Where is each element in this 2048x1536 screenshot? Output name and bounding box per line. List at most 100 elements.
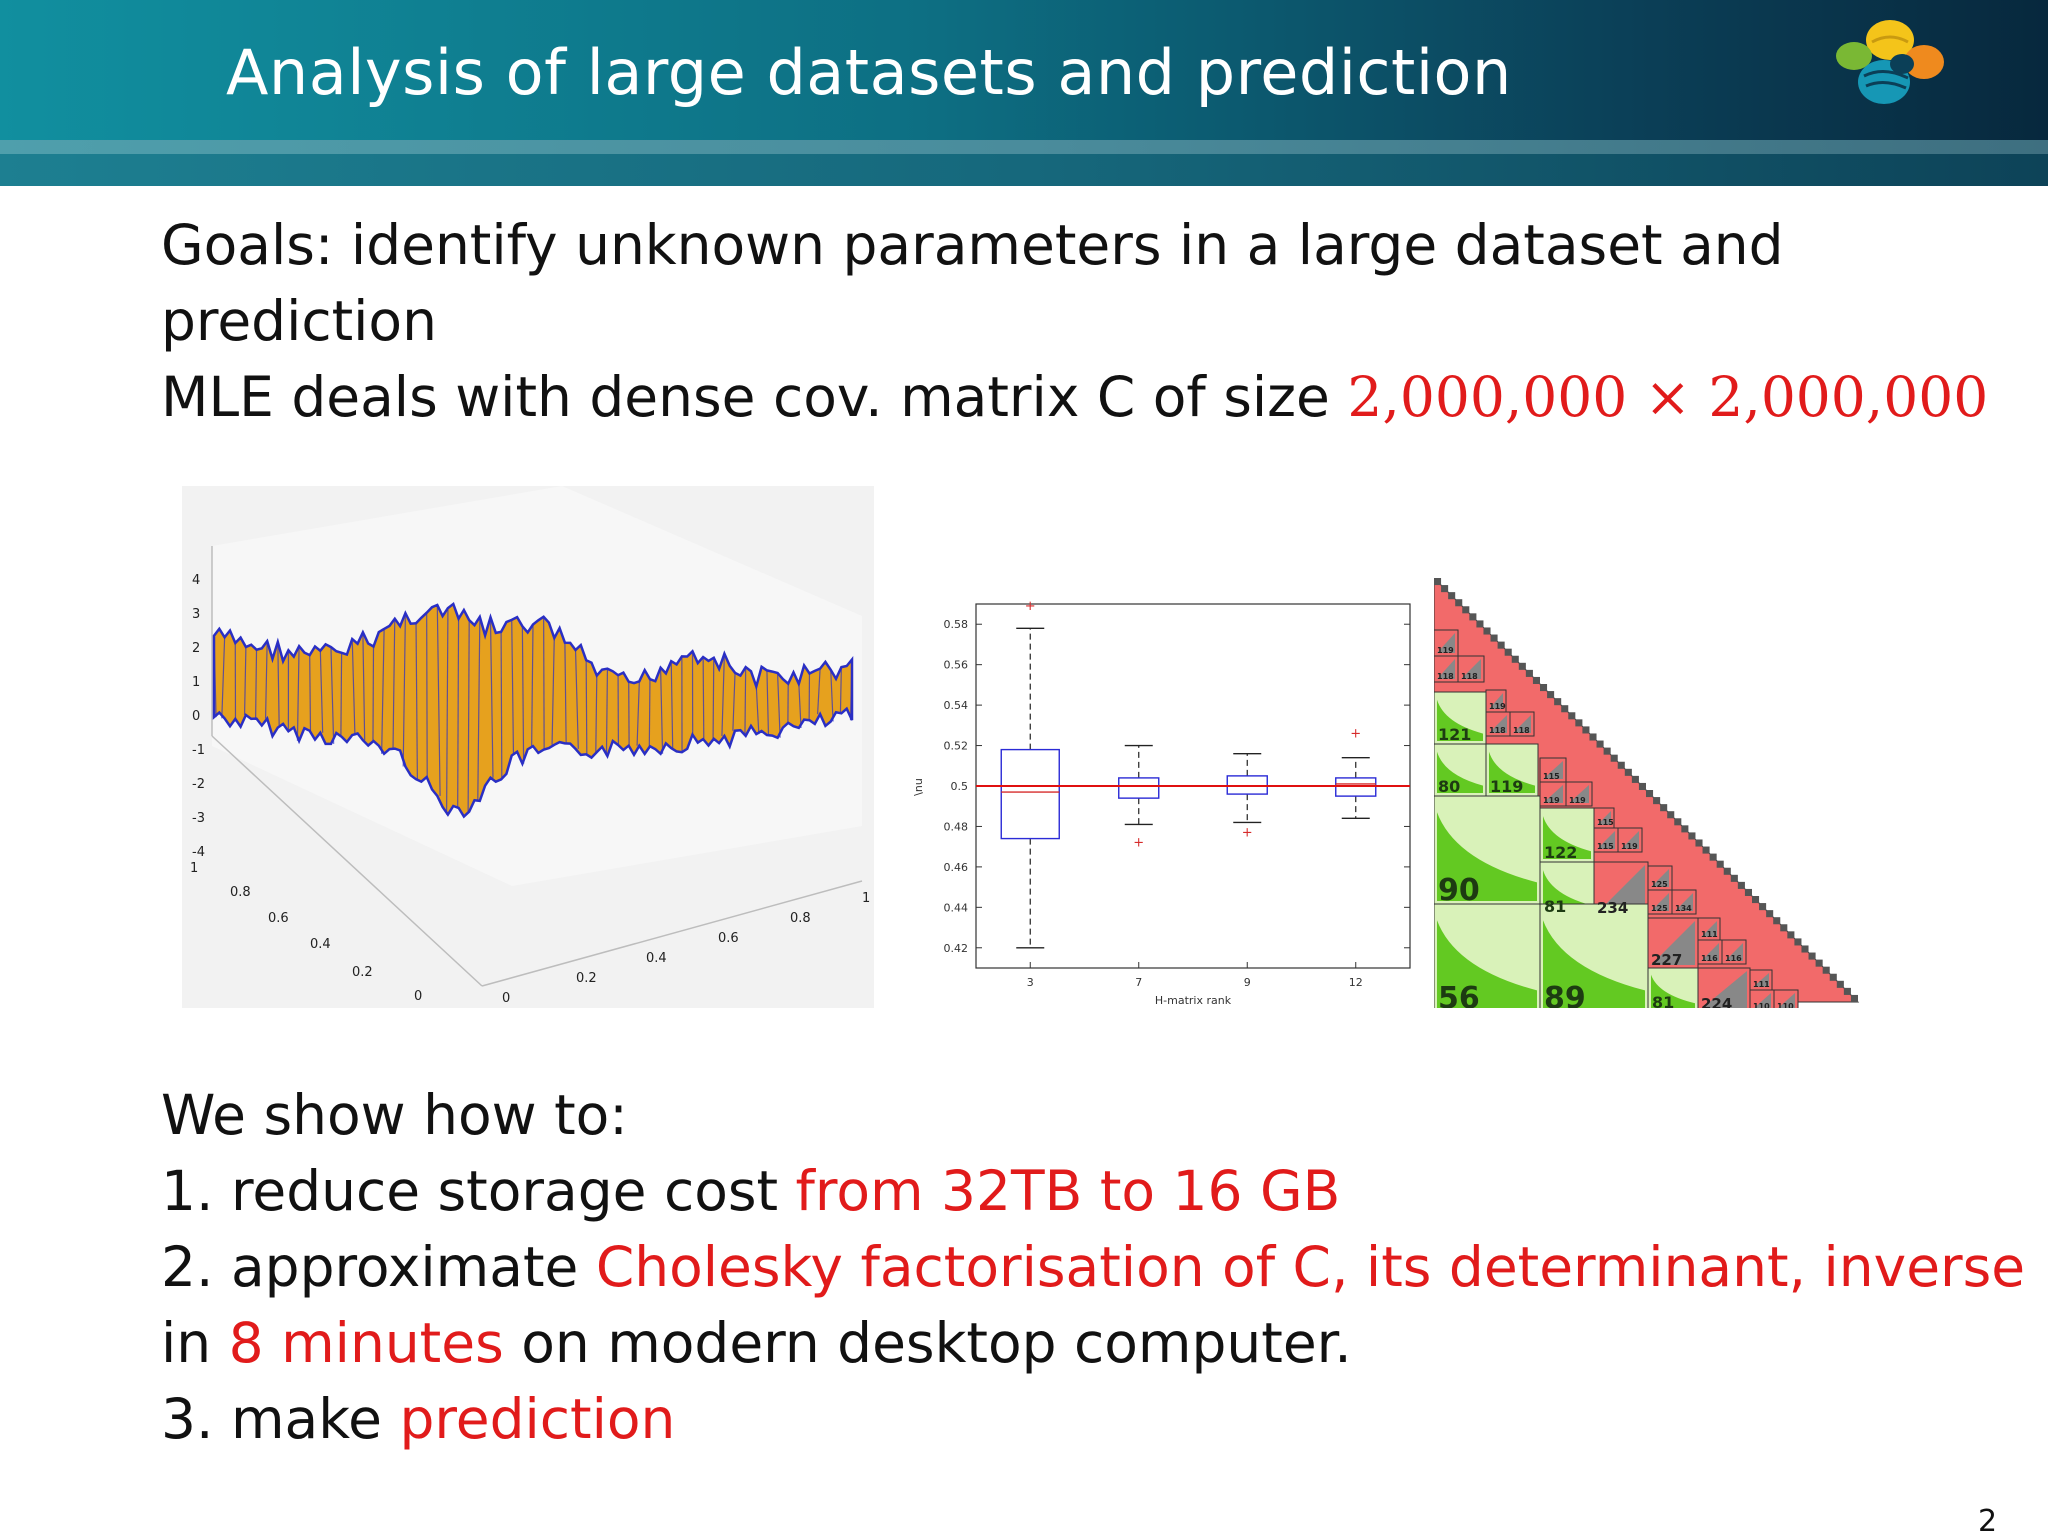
boxplot-y-tick-label: 0.5 [951, 780, 969, 793]
full-rank-triangle [1754, 993, 1771, 1008]
singular-value-decay [1437, 812, 1537, 901]
z-tick-label: -1 [192, 743, 205, 758]
block-rank-label: 111 [1753, 980, 1770, 989]
surface-mesh-line [330, 647, 335, 744]
surface-mesh-line [381, 628, 385, 754]
block-rank-label: 115 [1597, 842, 1614, 851]
surface-mesh-line [798, 683, 802, 728]
surface-mesh-line [521, 626, 525, 764]
surface-mesh-line [415, 623, 418, 780]
singular-value-decay [1437, 699, 1483, 741]
diagonal-block [1525, 669, 1533, 677]
diagonal-block [1434, 578, 1442, 586]
diagonal-block [1667, 811, 1675, 819]
diagonal-block [1752, 896, 1760, 904]
block-rank-label: 80 [1438, 777, 1460, 796]
diagonal-block [1483, 627, 1491, 635]
full-rank-triangle [1513, 715, 1531, 733]
block-rank-label: 227 [1651, 951, 1682, 969]
surface-mesh-line [605, 668, 609, 756]
diagonal-block [1582, 726, 1590, 734]
surface-mesh-lines [213, 604, 853, 815]
full-rank-triangle [1701, 921, 1717, 937]
matrix-size-prefix: MLE deals with dense cov. matrix C of si… [161, 365, 1348, 429]
diagonal-block [1766, 910, 1774, 918]
block-rank-label: 118 [1437, 672, 1454, 681]
diagonal-block [1723, 867, 1731, 875]
singular-value-decay [1437, 920, 1537, 1008]
full-rank-triangle [1437, 633, 1455, 653]
block-rank-label: 115 [1597, 818, 1614, 827]
boxplot-chart: 0.42 0.44 0.46 0.48 0.5 0.52 0.54 0.56 0.58 3 7 9 1… [912, 599, 1411, 1007]
diagonal-block [1532, 676, 1540, 684]
result-item-2-cont-suffix: on modern desktop computer. [503, 1311, 1352, 1375]
full-rank-triangle [1597, 811, 1611, 825]
diagonal-block [1589, 733, 1597, 741]
box-iqr [1000, 748, 1060, 840]
diagonal-block [1681, 825, 1689, 833]
block-rank-label: 81 [1544, 897, 1566, 916]
full-rank-triangle [1651, 869, 1669, 887]
boxplot-y-tick-label: 0.46 [944, 861, 969, 874]
title-bar-band [0, 140, 2048, 154]
singular-value-decay [1437, 751, 1483, 793]
surface-mesh-line [732, 672, 736, 731]
surface-mesh-line [255, 649, 258, 719]
boxplot-y-tick-label: 0.56 [944, 659, 969, 672]
surface-mesh-line [648, 679, 651, 747]
boxplot-x-tick-label: 3 [1027, 976, 1034, 989]
singular-value-decay [1489, 751, 1535, 793]
diagonal-block [1547, 691, 1555, 699]
block-rank-label: 119 [1437, 646, 1454, 655]
diagonal-block [1638, 782, 1646, 790]
diagonal-block [1476, 620, 1484, 628]
diagonal-block [1794, 938, 1802, 946]
result-item-2-continued: in 8 minutes on modern desktop computer. [161, 1312, 1352, 1374]
surface-mesh-line [830, 669, 834, 722]
boxplot-x-tick-label: 7 [1135, 976, 1142, 989]
y-tick-label: 0.6 [268, 911, 289, 926]
diagonal-block [1540, 684, 1548, 692]
result-item-3-prefix: 3. make [161, 1387, 400, 1451]
hmatrix-diagram: 119 118 118 119 121 118 118 80 119 115 119 119 115 12… [1434, 578, 1860, 1008]
singular-value-decay [1543, 920, 1645, 1008]
diagonal-block [1709, 853, 1717, 861]
block-rank-label: 234 [1597, 899, 1628, 917]
boxplot-x-tick-label: 12 [1349, 976, 1363, 989]
z-tick-label: 0 [192, 709, 200, 724]
boxplot-x-axis-label: H-matrix rank [1155, 994, 1232, 1007]
x-tick-label: 0.6 [718, 931, 739, 946]
surface-mesh-line [702, 656, 705, 740]
diagonal-block [1653, 797, 1661, 805]
block-rank-label: 134 [1675, 904, 1692, 913]
boxplot-y-tick-label: 0.44 [944, 901, 969, 914]
full-rank-triangle [1621, 831, 1639, 849]
diagonal-block [1836, 980, 1844, 988]
result-item-3: 3. make prediction [161, 1388, 675, 1450]
z-tick-label: 3 [192, 607, 200, 622]
surface-mesh-line [744, 667, 747, 736]
surface-mesh-line [351, 638, 356, 736]
diagonal-block [1518, 662, 1526, 670]
diagonal-block [1504, 648, 1512, 656]
diagonal-block [1660, 804, 1668, 812]
result-item-2: 2. approximate Cholesky factorisation of… [161, 1236, 2025, 1298]
box-iqr [1118, 777, 1160, 799]
surface-mesh-line [564, 642, 567, 744]
surface-mesh-line [636, 681, 640, 746]
surface-mesh-line [500, 631, 503, 780]
surface-mesh-line [531, 624, 534, 747]
block-rank-label: 119 [1621, 842, 1638, 851]
block-rank-label: 110 [1777, 1002, 1794, 1008]
surface-mesh-line [660, 667, 664, 754]
diagonal-block [1737, 881, 1745, 889]
full-rank-triangle [1675, 893, 1693, 911]
block-rank-label: 119 [1489, 702, 1506, 711]
full-rank-triangle [1651, 921, 1695, 965]
surface-mesh-line [839, 667, 842, 714]
diagonal-block [1610, 754, 1618, 762]
diagonal-block [1624, 768, 1632, 776]
surface-mesh-line [243, 646, 247, 716]
block-rank-label: 125 [1651, 904, 1668, 913]
